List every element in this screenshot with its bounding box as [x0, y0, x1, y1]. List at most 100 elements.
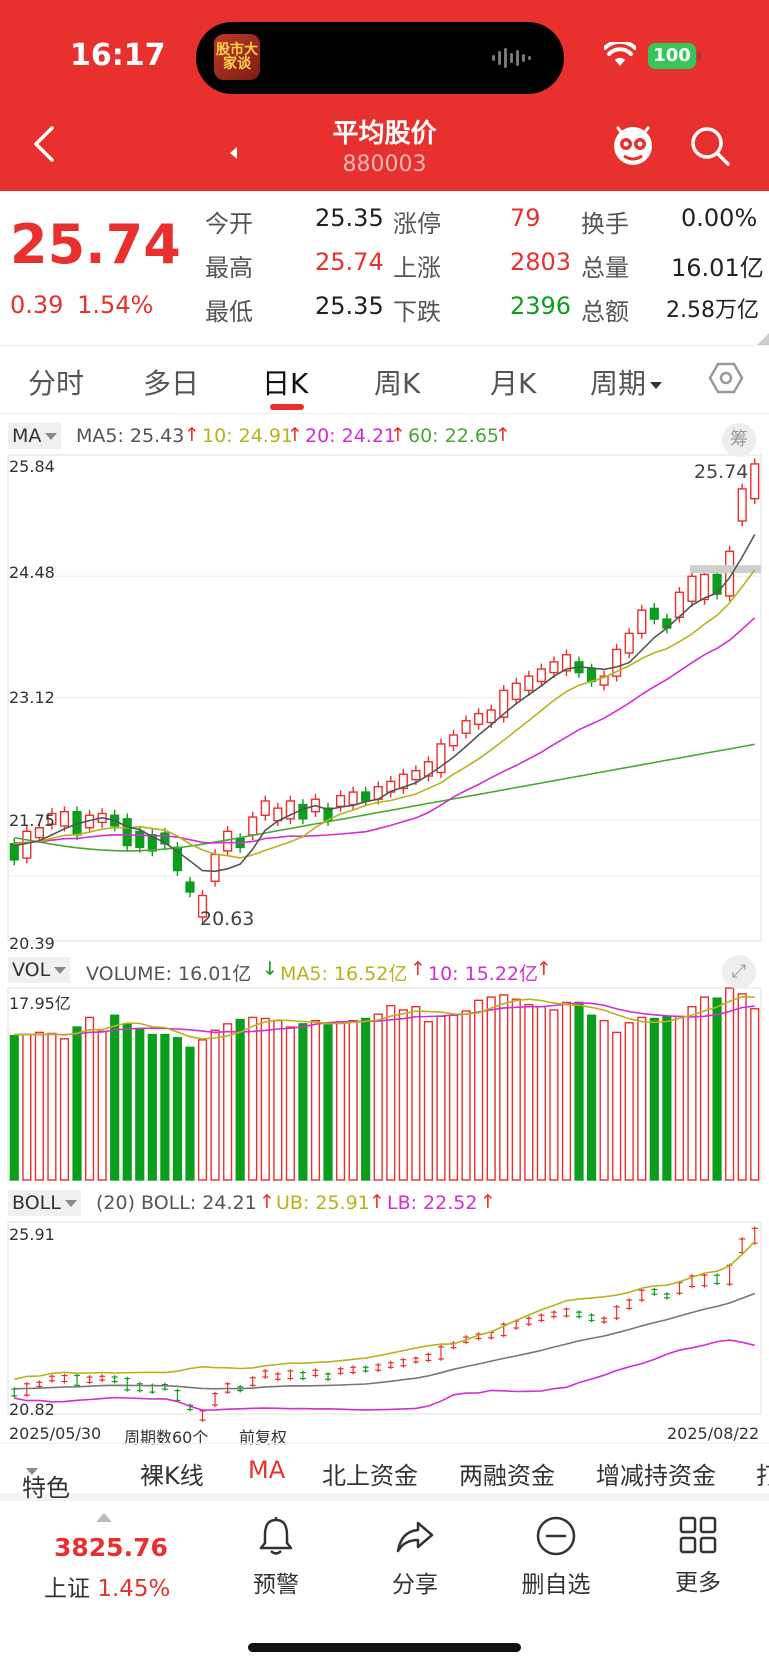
share-button[interactable]: 分享 — [370, 1515, 460, 1599]
candle-body — [22, 830, 32, 859]
indicator-northbound[interactable]: 北上资金 — [322, 1462, 418, 1490]
candle-body — [499, 689, 509, 718]
last-price-band — [690, 565, 761, 574]
caret-up-icon[interactable] — [96, 1513, 112, 1522]
up-arrow-icon: ↑ — [184, 424, 200, 446]
volume-bar — [135, 1028, 145, 1181]
chip-distribution-button[interactable]: 筹 — [722, 423, 756, 457]
header: 16:17 股市大家谈 100 平均股价 880003 — [0, 0, 769, 191]
boll-bottom-label: 20.82 — [9, 1400, 55, 1419]
down-arrow-icon: ↓ — [262, 958, 278, 980]
candle-body — [448, 734, 459, 747]
candle-body — [348, 791, 358, 806]
price-change: 0.39 1.54% — [10, 291, 153, 319]
period-count: 周期数60个 — [124, 1428, 209, 1447]
start-date: 2025/05/30 — [9, 1424, 102, 1443]
candle-body — [273, 807, 283, 822]
mascot-assistant-icon[interactable] — [610, 120, 656, 170]
audio-wave-icon — [492, 48, 531, 68]
volume-bar — [725, 987, 735, 1181]
indicator-bare-k[interactable]: 裸K线 — [140, 1462, 204, 1490]
search-icon[interactable] — [688, 124, 732, 168]
kline-chart[interactable] — [0, 414, 769, 1444]
tab-multi-day[interactable]: 多日 — [143, 367, 200, 400]
bell-icon — [259, 1517, 293, 1555]
volume-bar — [411, 1006, 421, 1181]
settings-hexagon-icon[interactable] — [708, 360, 744, 396]
quote-label: 涨停 — [393, 210, 441, 238]
previous-stock-icon[interactable] — [228, 146, 238, 160]
back-chevron-icon[interactable] — [28, 124, 60, 164]
volume-bar — [72, 1026, 82, 1181]
tab-period[interactable]: 周期 — [590, 362, 663, 402]
ma5-line — [14, 534, 756, 873]
tab-weekly-k[interactable]: 周K — [374, 367, 421, 400]
ma10-legend: 10: 24.91 — [202, 425, 294, 447]
index-label[interactable]: 上证 1.45% — [44, 1569, 170, 1603]
expand-corner[interactable] — [757, 333, 769, 345]
volume-bar — [524, 1003, 534, 1181]
vol-selector-button[interactable]: VOL — [8, 957, 71, 983]
change-percent: 1.54% — [77, 291, 154, 319]
volume-bar — [511, 998, 521, 1181]
tab-intraday[interactable]: 分时 — [28, 367, 85, 400]
volume-bar — [260, 1017, 270, 1181]
share-label: 分享 — [392, 1572, 438, 1598]
up-arrow-icon: ↑ — [480, 1191, 496, 1213]
index-value[interactable]: 3825.76 — [54, 1533, 168, 1562]
volume-bar — [561, 1001, 572, 1181]
chevron-down-icon — [26, 1468, 38, 1475]
indicator-margin[interactable]: 两融资金 — [459, 1462, 555, 1490]
adjust-mode: 前复权 — [239, 1428, 288, 1447]
volume-bar — [448, 1014, 459, 1181]
volume-bar — [147, 1033, 157, 1181]
candle-body — [549, 661, 559, 674]
volume-bar — [47, 1032, 57, 1181]
quote-value: 16.01亿 — [671, 254, 764, 282]
volume-bar — [624, 1022, 634, 1181]
candle-body — [712, 573, 722, 595]
candle-body — [122, 818, 132, 847]
volume-bar — [310, 1019, 321, 1181]
battery-tip — [697, 51, 701, 61]
indicator-ma[interactable]: MA — [248, 1456, 286, 1484]
expand-icon[interactable]: ⤢ — [722, 955, 756, 989]
alert-button[interactable]: 预警 — [231, 1515, 321, 1599]
volume-bar — [373, 1013, 383, 1181]
volume-ma10-line — [14, 1002, 755, 1036]
candle-body — [461, 720, 471, 734]
candle-body — [298, 803, 308, 820]
quote-value: 2.58万亿 — [666, 298, 759, 323]
volume-bar — [586, 1014, 597, 1181]
remove-watchlist-button[interactable]: 删自选 — [511, 1515, 601, 1599]
more-button[interactable]: 更多 — [653, 1515, 743, 1597]
quote-label: 今开 — [205, 210, 253, 238]
indicator-more[interactable]: 打 — [756, 1462, 769, 1490]
max-price-label: 25.74 — [694, 461, 749, 483]
candle-body — [624, 632, 634, 654]
volume-bar — [172, 1037, 183, 1181]
boll-top-label: 25.91 — [9, 1225, 55, 1244]
quote-label: 上涨 — [393, 254, 441, 282]
up-arrow-icon: ↑ — [369, 1191, 385, 1213]
quote-label: 下跌 — [393, 298, 441, 326]
candle-body — [147, 834, 157, 852]
chevron-down-icon — [45, 433, 58, 440]
boll-selector-button[interactable]: BOLL — [8, 1190, 81, 1216]
last-price: 25.74 — [10, 213, 181, 276]
candle-body — [398, 773, 408, 790]
tab-monthly-k[interactable]: 月K — [490, 367, 537, 400]
candle-body — [197, 894, 208, 918]
volume-legend: VOLUME: 16.01亿 — [86, 963, 252, 985]
indicator-holdings[interactable]: 增减持资金 — [596, 1462, 716, 1490]
quote-label: 总量 — [581, 254, 629, 282]
tab-daily-k[interactable]: 日K — [262, 367, 309, 400]
candle-body — [47, 812, 57, 825]
candle-body — [536, 668, 546, 683]
ma-selector-button[interactable]: MA — [8, 423, 62, 449]
more-label: 更多 — [675, 1570, 721, 1596]
ma60-line — [14, 743, 755, 852]
volume-bar — [486, 996, 496, 1181]
candle-body — [750, 463, 760, 500]
